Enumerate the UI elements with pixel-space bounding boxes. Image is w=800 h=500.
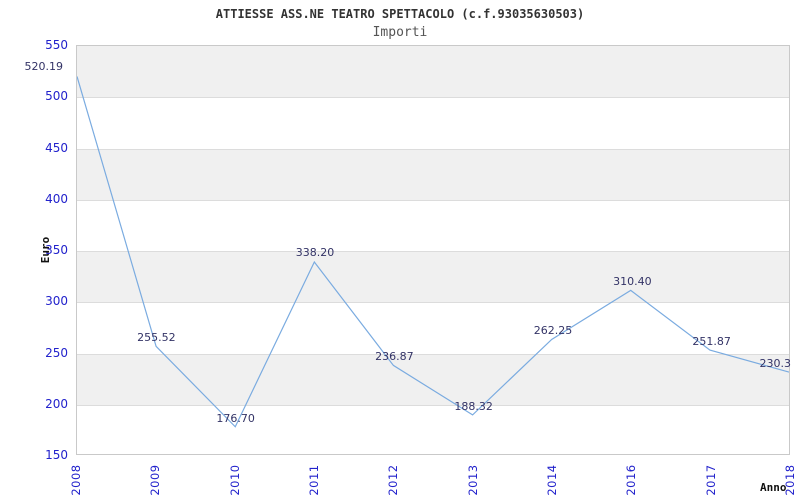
data-label: 251.87 (692, 334, 731, 348)
y-tick-label: 400 (45, 191, 68, 206)
gridline (77, 404, 789, 406)
y-tick-label: 300 (45, 294, 68, 309)
chart-subtitle: Importi (372, 25, 428, 40)
y-tick-label: 500 (45, 89, 68, 104)
y-tick-label: 250 (45, 345, 68, 360)
data-label: 176.70 (216, 411, 255, 425)
x-tick-label: 2017 (703, 464, 718, 496)
x-tick-label: 2009 (148, 464, 163, 496)
gridline (77, 353, 789, 355)
series-line (77, 76, 789, 428)
plot-band (77, 148, 789, 200)
gridline (77, 148, 789, 150)
plot-area: 520.19 255.52 176.70 338.20 236.87 188.32 262.… (25, 45, 792, 455)
y-tick-label: 200 (45, 396, 68, 411)
data-label: 188.32 (454, 399, 493, 413)
data-label: 262.25 (533, 323, 573, 337)
x-tick-label: 2012 (386, 464, 401, 496)
gridline (77, 97, 789, 99)
plot-band (77, 251, 789, 303)
x-axis-title: Anno (760, 481, 787, 494)
data-label: 338.20 (295, 246, 335, 260)
gridline (77, 251, 789, 252)
plot-band (77, 353, 789, 405)
chart-title: ATTIESSE ASS.NE TEATRO SPETTACOLO (c.f.9… (215, 7, 585, 21)
x-tick-label: 2010 (227, 464, 242, 496)
data-label: 310.40 (613, 274, 652, 288)
x-tick-label: 2014 (545, 464, 559, 496)
x-tick-label: 2013 (465, 464, 480, 496)
y-tick-label: 350 (45, 243, 68, 257)
y-tick-label: 150 (45, 448, 68, 462)
data-label: 230.3 (759, 356, 792, 370)
x-tick-label: 2008 (69, 464, 83, 496)
data-label: 255.52 (137, 330, 176, 344)
data-label: 236.87 (375, 349, 414, 363)
gridline (77, 302, 789, 304)
y-tick-label: 450 (45, 140, 68, 155)
y-tick-label: 550 (45, 38, 68, 52)
x-tick-label: 2016 (624, 464, 639, 496)
data-label: 520.19 (24, 59, 64, 73)
x-tick-label: 2011 (307, 464, 321, 496)
plot-band (77, 46, 789, 98)
gridline (77, 199, 789, 201)
